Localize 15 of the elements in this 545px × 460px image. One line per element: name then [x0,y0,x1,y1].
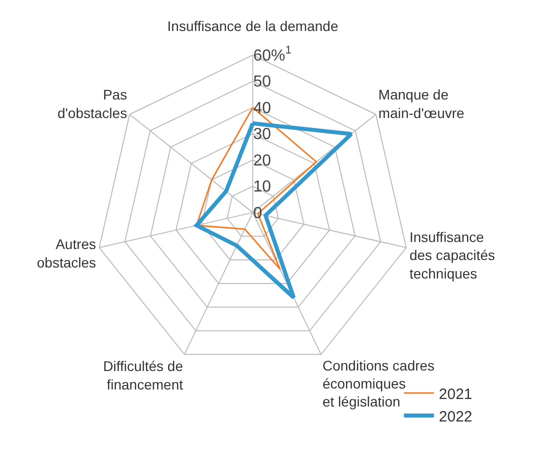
y-tick-label: 20 [253,152,272,170]
y-tick-label: 10 [253,178,272,196]
spoke-label: Insuffisance des capacités techniques [409,229,496,282]
spoke-label: Pas d'obstacles [57,86,128,121]
spoke-label: Difficultés de financement [103,358,184,392]
legend-label: 2022 [438,408,472,426]
spoke-label: Autres obstacles [36,236,96,270]
y-tick-label: 40 [253,100,272,117]
y-tick-label: 30 [253,126,272,144]
legend-label: 2021 [438,386,472,403]
spoke-label: Conditions cadres économiques et législation [322,357,435,410]
spoke-label: Insuffisance de la demande [167,18,338,34]
y-tick-label: 50 [253,74,272,91]
y-tick-label: 60%$^{1}$ [253,44,292,64]
spoke-label: Manque de main-d'œuvre [378,86,465,121]
